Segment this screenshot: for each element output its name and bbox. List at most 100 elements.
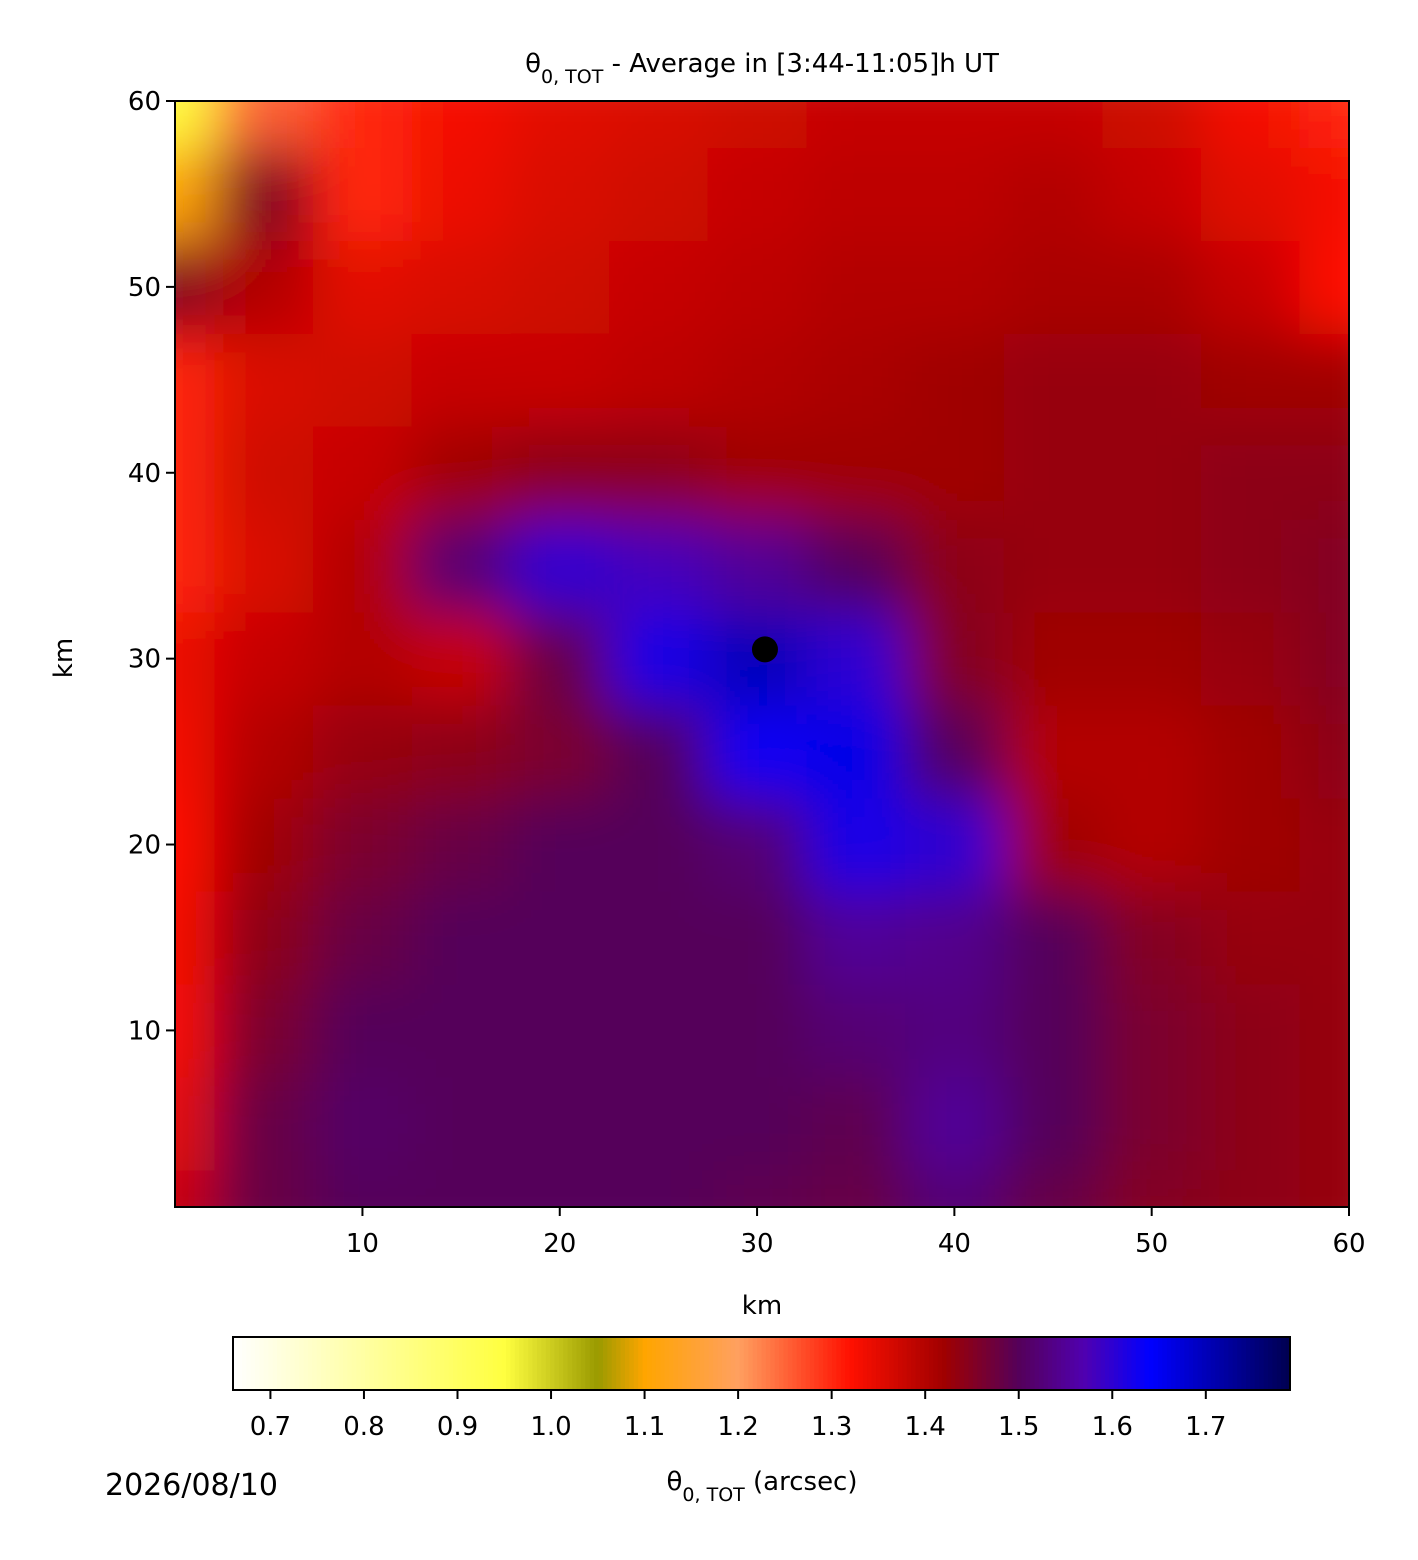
heat-cell bbox=[1102, 101, 1202, 148]
colorbar-tick-label: 1.1 bbox=[624, 1412, 665, 1442]
heat-cell bbox=[411, 101, 511, 148]
colorbar-swatch bbox=[1228, 1337, 1234, 1390]
heat-cell bbox=[1102, 426, 1202, 520]
y-tick-label: 10 bbox=[128, 1016, 161, 1046]
colorbar-swatch bbox=[1263, 1337, 1269, 1390]
heat-cell bbox=[313, 1169, 413, 1207]
colorbar-swatch bbox=[876, 1337, 882, 1390]
heat-cell bbox=[313, 612, 413, 706]
colorbar-swatch bbox=[268, 1337, 274, 1390]
x-axis-label: km bbox=[742, 1291, 782, 1321]
colorbar-swatch bbox=[708, 1337, 714, 1390]
heat-cell bbox=[175, 612, 215, 706]
colorbar-swatch bbox=[1153, 1337, 1159, 1390]
heat-cell bbox=[1102, 147, 1202, 241]
colorbar-swatch bbox=[646, 1337, 652, 1390]
heat-cell bbox=[411, 612, 511, 706]
colorbar-swatch bbox=[673, 1337, 679, 1390]
colorbar-swatch bbox=[1166, 1337, 1172, 1390]
colorbar-swatch bbox=[285, 1337, 291, 1390]
colorbar-swatch bbox=[594, 1337, 600, 1390]
colorbar-swatch bbox=[902, 1337, 908, 1390]
colorbar-swatch bbox=[241, 1337, 247, 1390]
heat-cell bbox=[1003, 101, 1103, 148]
colorbar-swatch bbox=[514, 1337, 520, 1390]
colorbar-swatch bbox=[638, 1337, 644, 1390]
heat-cell bbox=[214, 426, 314, 520]
heat-cell bbox=[609, 798, 709, 892]
heat-cell bbox=[510, 147, 610, 241]
colorbar-swatch bbox=[990, 1337, 996, 1390]
colorbar-swatch bbox=[849, 1337, 855, 1390]
colorbar-swatch bbox=[1267, 1337, 1273, 1390]
heat-cell bbox=[1003, 426, 1103, 520]
colorbar-swatch bbox=[1171, 1337, 1177, 1390]
heat-cell bbox=[175, 983, 215, 1078]
colorbar-swatch bbox=[1219, 1337, 1225, 1390]
heat-cell bbox=[1201, 612, 1301, 706]
colorbar-swatch bbox=[920, 1337, 926, 1390]
colorbar-swatch bbox=[395, 1337, 401, 1390]
colorbar-swatch bbox=[356, 1337, 362, 1390]
colorbar-swatch bbox=[307, 1337, 313, 1390]
colorbar-swatch bbox=[972, 1337, 978, 1390]
colorbar-swatch bbox=[1056, 1337, 1062, 1390]
colorbar-swatch bbox=[484, 1337, 490, 1390]
colorbar-swatch bbox=[1091, 1337, 1097, 1390]
heat-cell bbox=[214, 147, 314, 241]
colorbar-swatch bbox=[1052, 1337, 1058, 1390]
heat-cell bbox=[905, 983, 1005, 1078]
colorbar-swatch bbox=[1008, 1337, 1014, 1390]
colorbar-label: θ0, TOT (arcsec) bbox=[667, 1467, 858, 1506]
heat-cell bbox=[411, 333, 511, 427]
heat-cell bbox=[806, 705, 906, 799]
heat-cell bbox=[510, 1169, 610, 1207]
colorbar-tick-label: 1.3 bbox=[811, 1412, 852, 1442]
heat-cell bbox=[510, 891, 610, 985]
colorbar-swatch bbox=[774, 1337, 780, 1390]
heat-cell bbox=[313, 240, 413, 334]
colorbar-swatch bbox=[1016, 1337, 1022, 1390]
colorbar bbox=[233, 1337, 1291, 1390]
heat-cell bbox=[313, 147, 413, 241]
colorbar-swatch bbox=[730, 1337, 736, 1390]
heat-cell bbox=[806, 240, 906, 334]
colorbar-swatch bbox=[779, 1337, 785, 1390]
heat-cell bbox=[1201, 798, 1301, 892]
colorbar-swatch bbox=[805, 1337, 811, 1390]
colorbar-swatch bbox=[329, 1337, 335, 1390]
heat-cell bbox=[609, 333, 709, 427]
colorbar-swatch bbox=[669, 1337, 675, 1390]
colorbar-swatch bbox=[1188, 1337, 1194, 1390]
colorbar-swatch bbox=[607, 1337, 613, 1390]
colorbar-swatch bbox=[1232, 1337, 1238, 1390]
colorbar-swatch bbox=[629, 1337, 635, 1390]
colorbar-swatch bbox=[664, 1337, 670, 1390]
colorbar-swatch bbox=[911, 1337, 917, 1390]
colorbar-swatch bbox=[1223, 1337, 1229, 1390]
colorbar-swatch bbox=[435, 1337, 441, 1390]
colorbar-swatch bbox=[950, 1337, 956, 1390]
heat-cell bbox=[707, 333, 807, 427]
colorbar-swatch bbox=[633, 1337, 639, 1390]
colorbar-swatch bbox=[906, 1337, 912, 1390]
colorbar-swatch bbox=[1215, 1337, 1221, 1390]
colorbar-swatch bbox=[968, 1337, 974, 1390]
heat-cell bbox=[1201, 519, 1301, 613]
colorbar-swatch bbox=[312, 1337, 318, 1390]
colorbar-swatch bbox=[373, 1337, 379, 1390]
heat-cell bbox=[1299, 101, 1349, 148]
heat-cell bbox=[175, 519, 215, 613]
heat-cell bbox=[1102, 798, 1202, 892]
heat-cell bbox=[905, 1076, 1005, 1171]
heat-cell bbox=[510, 426, 610, 520]
colorbar-swatch bbox=[462, 1337, 468, 1390]
colorbar-swatch bbox=[510, 1337, 516, 1390]
heat-cell bbox=[1003, 1169, 1103, 1207]
colorbar-swatch bbox=[598, 1337, 604, 1390]
heat-cell bbox=[313, 519, 413, 613]
heat-cell bbox=[411, 426, 511, 520]
heat-cell bbox=[1102, 983, 1202, 1078]
colorbar-swatch bbox=[871, 1337, 877, 1390]
colorbar-swatch bbox=[294, 1337, 300, 1390]
